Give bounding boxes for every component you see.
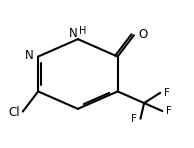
Text: Cl: Cl bbox=[8, 106, 20, 119]
Text: F: F bbox=[131, 114, 137, 124]
Text: N: N bbox=[25, 49, 34, 62]
Text: H: H bbox=[79, 26, 86, 36]
Text: F: F bbox=[166, 106, 172, 116]
Text: N: N bbox=[69, 27, 77, 40]
Text: F: F bbox=[164, 88, 170, 98]
Text: O: O bbox=[139, 28, 148, 41]
